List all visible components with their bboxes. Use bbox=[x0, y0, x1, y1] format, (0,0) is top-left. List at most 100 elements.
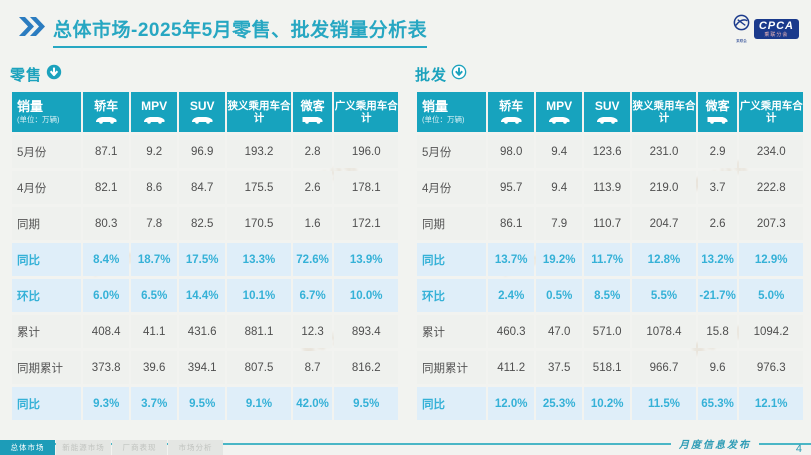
table-cell: 6.5% bbox=[131, 279, 178, 312]
table-cell: 196.0 bbox=[334, 135, 398, 168]
wholesale-section-header: 批发 bbox=[415, 62, 805, 86]
table-cell: 98.0 bbox=[488, 135, 535, 168]
col-header: 轿车 bbox=[488, 92, 535, 132]
table-cell: 8.5% bbox=[584, 279, 631, 312]
cpca-emblem-caption: 乘联会 bbox=[735, 38, 747, 43]
table-cell: 113.9 bbox=[584, 171, 631, 204]
cpca-logo-subtext: 乘联分会 bbox=[764, 32, 789, 38]
car-icon bbox=[500, 117, 522, 125]
row-label: 5月份 bbox=[417, 135, 487, 168]
row-label: 5月份 bbox=[12, 135, 82, 168]
table-cell: 13.2% bbox=[697, 243, 738, 276]
table-cell: 11.7% bbox=[584, 243, 631, 276]
page-title: 总体市场-2025年5月零售、批发销量分析表 bbox=[53, 15, 428, 48]
table-cell: 12.3 bbox=[292, 315, 333, 348]
table-row: 同期 86.1 7.9 110.7 204.7 2.6 207.3 bbox=[417, 207, 803, 240]
table-cell: 11.5% bbox=[632, 387, 696, 420]
table-row: 累计 408.4 41.1 431.6 881.1 12.3 893.4 bbox=[12, 315, 398, 348]
row-label: 同期 bbox=[12, 207, 82, 240]
table-cell: 13.9% bbox=[334, 243, 398, 276]
table-row: 同比 13.7% 19.2% 11.7% 12.8% 13.2% 12.9% bbox=[417, 243, 803, 276]
van-icon bbox=[302, 117, 323, 125]
row-label: 环比 bbox=[12, 279, 82, 312]
tab-oem-performance[interactable]: 厂商表现 bbox=[112, 440, 167, 455]
table-cell: 7.9 bbox=[536, 207, 583, 240]
table-cell: 72.6% bbox=[292, 243, 333, 276]
table-cell: 231.0 bbox=[632, 135, 696, 168]
table-cell: 42.0% bbox=[292, 387, 333, 420]
col-header: 轿车 bbox=[83, 92, 130, 132]
table-cell: 12.9% bbox=[739, 243, 803, 276]
table-cell: 82.5 bbox=[179, 207, 226, 240]
table-cell: 41.1 bbox=[131, 315, 178, 348]
col-header: SUV bbox=[179, 92, 226, 132]
table-cell: 172.1 bbox=[334, 207, 398, 240]
car-icon bbox=[191, 117, 213, 125]
table-cell: 5.0% bbox=[739, 279, 803, 312]
table-row: 同期累计 411.2 37.5 518.1 966.7 9.6 976.3 bbox=[417, 351, 803, 384]
car-icon bbox=[143, 117, 165, 125]
tab-nev-market[interactable]: 新能源市场 bbox=[56, 440, 111, 455]
table-cell: 5.5% bbox=[632, 279, 696, 312]
table-cell: 9.5% bbox=[179, 387, 226, 420]
table-cell: 408.4 bbox=[83, 315, 130, 348]
table-cell: 82.1 bbox=[83, 171, 130, 204]
row-label: 同比 bbox=[12, 243, 82, 276]
table-row: 同比 8.4% 18.7% 17.5% 13.3% 72.6% 13.9% bbox=[12, 243, 398, 276]
table-row: 同比 12.0% 25.3% 10.2% 11.5% 65.3% 12.1% bbox=[417, 387, 803, 420]
row-label: 同期 bbox=[417, 207, 487, 240]
table-cell: 175.5 bbox=[227, 171, 291, 204]
car-icon bbox=[596, 117, 618, 125]
slide-header: 总体市场-2025年5月零售、批发销量分析表 bbox=[18, 15, 428, 48]
table-cell: 0.5% bbox=[536, 279, 583, 312]
table-cell: 9.1% bbox=[227, 387, 291, 420]
table-cell: 96.9 bbox=[179, 135, 226, 168]
wholesale-section-label: 批发 bbox=[415, 66, 448, 84]
col-header: 广义乘用车合计 bbox=[334, 92, 398, 132]
table-cell: 2.4% bbox=[488, 279, 535, 312]
tab-overall-market[interactable]: 总体市场 bbox=[0, 440, 55, 455]
table-cell: 47.0 bbox=[536, 315, 583, 348]
title-chevron-icon bbox=[18, 16, 46, 42]
table-cell: 12.8% bbox=[632, 243, 696, 276]
table-cell: 87.1 bbox=[83, 135, 130, 168]
row-label: 同比 bbox=[12, 387, 82, 420]
table-cell: 1.6 bbox=[292, 207, 333, 240]
table-cell: 10.2% bbox=[584, 387, 631, 420]
table-cell: 178.1 bbox=[334, 171, 398, 204]
table-row: 4月份 82.1 8.6 84.7 175.5 2.6 178.1 bbox=[12, 171, 398, 204]
table-cell: 2.6 bbox=[292, 171, 333, 204]
row-label: 同比 bbox=[417, 387, 487, 420]
table-cell: 9.4 bbox=[536, 135, 583, 168]
col-header: MPV bbox=[536, 92, 583, 132]
table-cell: 893.4 bbox=[334, 315, 398, 348]
table-cell: 816.2 bbox=[334, 351, 398, 384]
table-cell: 394.1 bbox=[179, 351, 226, 384]
table-cell: 222.8 bbox=[739, 171, 803, 204]
van-icon bbox=[707, 117, 728, 125]
cpca-emblem-icon: 乘联会 bbox=[732, 14, 751, 44]
table-cell: 10.1% bbox=[227, 279, 291, 312]
table-cell: 13.3% bbox=[227, 243, 291, 276]
retail-panel: 零售 销量 (单位：万辆) 轿车 MPV SUV 狭义乘用车合计 微客 广义乘用车合计 5月份 8… bbox=[10, 62, 400, 423]
table-cell: 39.6 bbox=[131, 351, 178, 384]
table-row: 同期 80.3 7.8 82.5 170.5 1.6 172.1 bbox=[12, 207, 398, 240]
row-label: 4月份 bbox=[417, 171, 487, 204]
table-cell: 15.8 bbox=[697, 315, 738, 348]
car-icon bbox=[548, 117, 570, 125]
table-cell: 8.4% bbox=[83, 243, 130, 276]
retail-section-header: 零售 bbox=[10, 62, 400, 86]
table-cell: 12.0% bbox=[488, 387, 535, 420]
table-cell: 571.0 bbox=[584, 315, 631, 348]
table-cell: 9.6 bbox=[697, 351, 738, 384]
table-cell: 518.1 bbox=[584, 351, 631, 384]
col-header-sales: 销量 (单位：万辆) bbox=[417, 92, 487, 132]
table-cell: 2.9 bbox=[697, 135, 738, 168]
wholesale-panel: 批发 销量 (单位：万辆) 轿车 MPV SUV 狭义乘用车合计 微客 广义乘用车合计 5月份 9… bbox=[415, 62, 805, 423]
tab-market-analysis[interactable]: 市场分析 bbox=[168, 440, 223, 455]
down-arrow-filled-icon bbox=[46, 64, 62, 85]
table-cell: 12.1% bbox=[739, 387, 803, 420]
table-cell: 7.8 bbox=[131, 207, 178, 240]
table-row: 环比 2.4% 0.5% 8.5% 5.5% -21.7% 5.0% bbox=[417, 279, 803, 312]
col-header: MPV bbox=[131, 92, 178, 132]
